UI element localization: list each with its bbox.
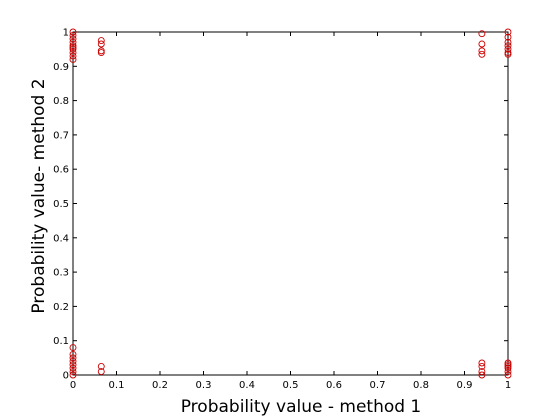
plot-area xyxy=(72,31,509,376)
y-tick-label: 0.7 xyxy=(53,130,69,141)
data-point xyxy=(69,55,77,63)
y-tick-label: 0.4 xyxy=(53,233,69,244)
data-point xyxy=(504,38,512,46)
data-point xyxy=(69,361,77,369)
data-point xyxy=(97,49,105,57)
y-tick-label: 1 xyxy=(63,28,69,39)
y-tick-label: 0.5 xyxy=(53,199,69,210)
x-tick-label: 0.3 xyxy=(196,380,212,391)
data-point xyxy=(478,40,486,48)
x-tick-label: 0.9 xyxy=(457,380,473,391)
data-point xyxy=(69,368,77,376)
data-point xyxy=(504,361,512,369)
data-point xyxy=(69,31,77,39)
y-axis-title: Probability value- method 2 xyxy=(29,78,49,313)
data-point xyxy=(504,49,512,57)
x-tick-label: 0.4 xyxy=(239,380,255,391)
data-point xyxy=(69,38,77,46)
data-point xyxy=(69,28,77,36)
data-point xyxy=(69,35,77,43)
data-point xyxy=(504,42,512,50)
data-point xyxy=(69,49,77,57)
data-point xyxy=(504,50,512,58)
data-point xyxy=(69,52,77,60)
data-point xyxy=(478,359,486,367)
x-tick-label: 1 xyxy=(505,380,511,391)
data-point xyxy=(69,364,77,372)
x-tick-label: 0 xyxy=(70,380,76,391)
data-point xyxy=(478,368,486,376)
data-point xyxy=(97,37,105,45)
data-point xyxy=(504,368,512,376)
data-point xyxy=(504,362,512,370)
data-point xyxy=(69,371,77,379)
data-point xyxy=(69,42,77,50)
data-point xyxy=(504,33,512,41)
data-point xyxy=(97,368,105,376)
x-tick-label: 0.6 xyxy=(326,380,342,391)
x-tick-label: 0.8 xyxy=(413,380,429,391)
data-point xyxy=(69,357,77,365)
data-point xyxy=(69,350,77,358)
y-tick-label: 0 xyxy=(63,371,69,382)
data-point xyxy=(478,371,486,379)
y-tick-label: 0.8 xyxy=(53,96,69,107)
data-point xyxy=(97,47,105,55)
data-point xyxy=(504,45,512,53)
x-tick-label: 0.7 xyxy=(370,380,386,391)
data-point xyxy=(504,28,512,36)
data-point xyxy=(504,359,512,367)
data-point xyxy=(69,45,77,53)
data-point xyxy=(97,40,105,48)
y-tick-label: 0.1 xyxy=(53,336,69,347)
data-point xyxy=(69,344,77,352)
y-axis-ticks: 0 0.1 0.2 0.3 0.4 0.5 0.6 0.7 0.8 0.9 1 xyxy=(53,28,508,382)
y-tick-label: 0.3 xyxy=(53,268,69,279)
data-point xyxy=(504,364,512,372)
x-axis-title: Probability value - method 1 xyxy=(181,397,422,417)
x-tick-label: 0.5 xyxy=(283,380,299,391)
data-points xyxy=(69,28,512,379)
data-point xyxy=(478,30,486,38)
data-point xyxy=(69,354,77,362)
data-point xyxy=(478,362,486,370)
data-point xyxy=(97,362,105,370)
x-tick-label: 0.2 xyxy=(152,380,168,391)
y-tick-label: 0.6 xyxy=(53,165,69,176)
y-tick-label: 0.2 xyxy=(53,302,69,313)
data-point xyxy=(504,371,512,379)
x-axis-ticks: 0 0.1 0.2 0.3 0.4 0.5 0.6 0.7 0.8 0.9 1 xyxy=(70,32,511,391)
data-point xyxy=(69,43,77,51)
y-tick-label: 0.9 xyxy=(53,62,69,73)
data-point xyxy=(478,50,486,58)
data-point xyxy=(478,47,486,55)
x-tick-label: 0.1 xyxy=(109,380,125,391)
